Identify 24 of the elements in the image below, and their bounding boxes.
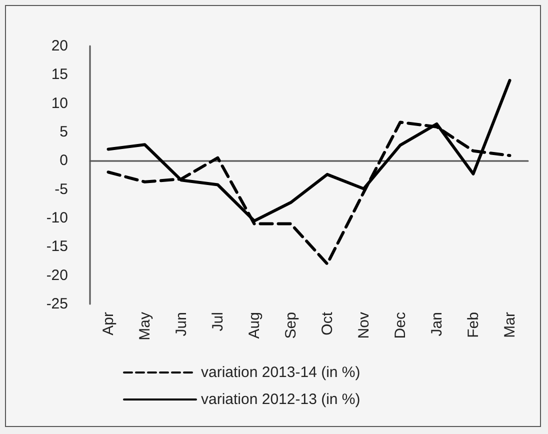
- x-tick-label: Apr: [100, 312, 117, 336]
- y-tick-label: -20: [46, 266, 68, 284]
- x-tick-label: Feb: [464, 312, 482, 338]
- x-tick-label: Oct: [318, 311, 336, 336]
- y-tick-label: 10: [51, 94, 68, 112]
- x-tick-label: Mar: [501, 312, 518, 338]
- x-tick-label: Sep: [282, 312, 300, 339]
- x-tick-label: Jan: [428, 312, 446, 336]
- y-tick-label: -10: [46, 210, 68, 226]
- x-tick-label: Dec: [392, 312, 409, 339]
- y-tick-label: -5: [54, 180, 68, 198]
- x-tick-label: Aug: [246, 312, 263, 339]
- x-tick-label: May: [136, 312, 154, 340]
- x-tick-label: Nov: [355, 312, 372, 339]
- x-tick-label: Jul: [209, 312, 226, 332]
- legend-label: variation 2013-14 (in %): [201, 364, 360, 381]
- y-tick-label: 20: [51, 38, 68, 54]
- legend-label: variation 2012-13 (in %): [201, 391, 360, 408]
- y-tick-label: -15: [46, 238, 68, 256]
- y-tick-label: 15: [51, 66, 68, 84]
- y-tick-label: 5: [60, 124, 68, 140]
- y-tick-label: -25: [46, 296, 68, 312]
- y-tick-label: 0: [60, 152, 68, 170]
- x-tick-label: Jun: [172, 312, 190, 336]
